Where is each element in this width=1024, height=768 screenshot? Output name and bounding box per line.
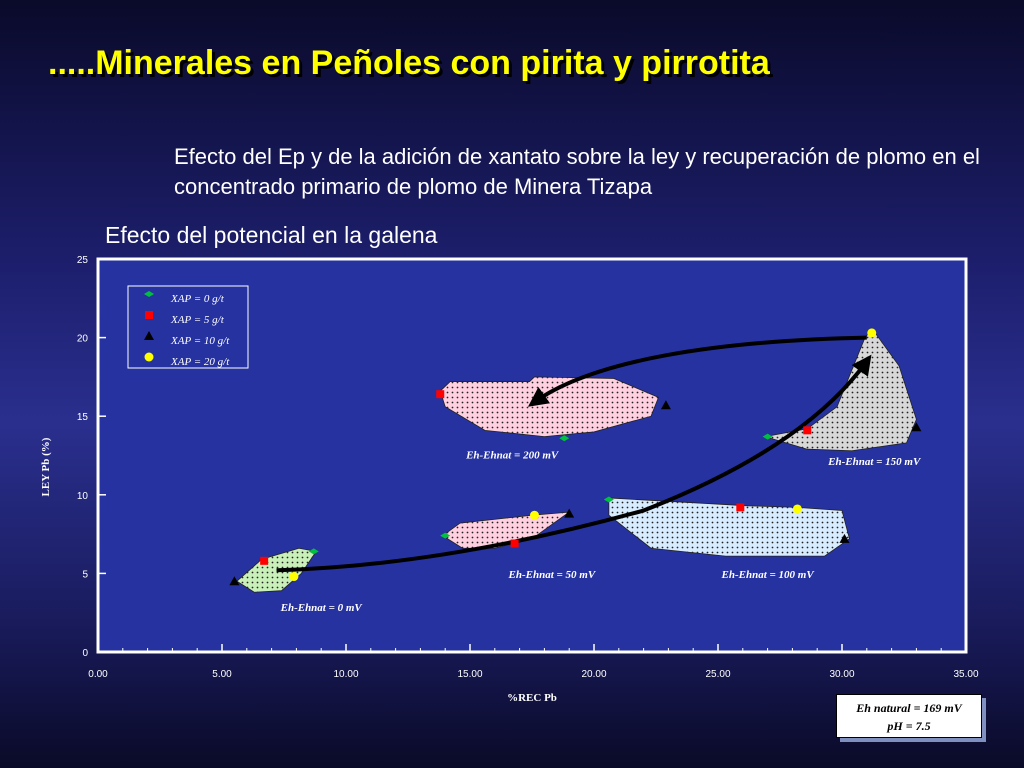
y-tick-label-2: 10	[77, 491, 89, 502]
y-tick-label-0: 0	[82, 648, 88, 659]
point-xap-20-g-t-2	[529, 510, 539, 520]
x-tick-label-5: 25.00	[705, 669, 730, 680]
y-tick-label-3: 15	[77, 412, 89, 423]
x-axis-label: %REC Pb	[507, 692, 557, 704]
region-label-eh-ehnat-100-mv: Eh-Ehnat = 100 mV	[721, 569, 816, 581]
point-xap-10-g-t-2	[564, 508, 575, 518]
eh-note-box: Eh natural = 169 mV pH = 7.5	[836, 694, 982, 738]
trend-arrow-2	[527, 335, 867, 407]
point-xap-20-g-t-1	[289, 572, 299, 582]
legend-label-xap-20-g-t: XAP = 20 g/t	[170, 356, 230, 368]
y-tick-label-5: 25	[77, 255, 89, 266]
y-tick-label-4: 20	[77, 334, 89, 345]
point-xap-10-g-t-4	[660, 400, 671, 410]
trend-arrow-1	[276, 354, 872, 573]
region-label-eh-ehnat-150-mv: Eh-Ehnat = 150 mV	[827, 456, 922, 468]
x-tick-label-4: 20.00	[581, 669, 606, 680]
point-xap-10-g-t-1	[229, 576, 240, 586]
region-label-eh-ehnat-200-mv: Eh-Ehnat = 200 mV	[465, 450, 560, 462]
legend-marker-xap-20-g-t	[144, 352, 154, 362]
legend-label-xap-5-g-t: XAP = 5 g/t	[170, 314, 225, 326]
x-tick-label-3: 15.00	[457, 669, 482, 680]
point-xap-0-g-t-2	[440, 532, 451, 539]
eh-natural-text: Eh natural = 169 mV	[856, 701, 962, 715]
point-xap-0-g-t-4	[559, 435, 570, 442]
point-xap-10-g-t-3	[839, 533, 850, 543]
ph-text: pH = 7.5	[887, 719, 931, 733]
region-texture-eh-ehnat-50-mv	[442, 511, 571, 549]
point-xap-5-g-t-3	[736, 503, 745, 512]
point-xap-20-g-t-4	[867, 328, 877, 338]
y-axis-label: LEY Pb (%)	[40, 437, 52, 496]
y-tick-label-1: 5	[82, 569, 88, 580]
point-xap-5-g-t-2	[510, 539, 519, 548]
slide-title: .....Minerales en Peñoles con pirita y p…	[48, 44, 770, 82]
x-tick-label-1: 5.00	[212, 669, 232, 680]
legend-label-xap-0-g-t: XAP = 0 g/t	[170, 293, 225, 305]
x-tick-label-6: 30.00	[829, 669, 854, 680]
legend-marker-xap-0-g-t	[144, 291, 154, 297]
legend-label-xap-10-g-t: XAP = 10 g/t	[170, 335, 230, 347]
point-xap-5-g-t-1	[260, 556, 269, 565]
point-xap-5-g-t-4	[436, 390, 445, 399]
legend-marker-xap-10-g-t	[144, 331, 154, 340]
x-tick-label-2: 10.00	[333, 669, 358, 680]
x-tick-label-7: 35.00	[953, 669, 978, 680]
point-xap-0-g-t-5	[762, 433, 773, 440]
region-label-eh-ehnat-0-mv: Eh-Ehnat = 0 mV	[280, 602, 364, 614]
point-xap-0-g-t-3	[603, 496, 614, 503]
x-tick-label-0: 0.00	[88, 669, 108, 680]
legend-marker-xap-5-g-t	[145, 311, 153, 319]
point-xap-5-g-t-5	[803, 426, 812, 435]
region-texture-eh-ehnat-150-mv	[765, 327, 917, 452]
slide-subtitle: Efecto del Ep y de la adición de xantato…	[174, 144, 980, 199]
chart-title: Efecto del potencial en la galena	[105, 222, 438, 248]
region-label-eh-ehnat-50-mv: Eh-Ehnat = 50 mV	[508, 569, 597, 581]
point-xap-10-g-t-5	[911, 422, 922, 432]
point-xap-0-g-t-1	[308, 548, 319, 555]
point-xap-20-g-t-3	[792, 504, 802, 514]
region-texture-eh-ehnat-100-mv	[608, 497, 850, 557]
region-texture-eh-ehnat-200-mv	[439, 376, 659, 438]
